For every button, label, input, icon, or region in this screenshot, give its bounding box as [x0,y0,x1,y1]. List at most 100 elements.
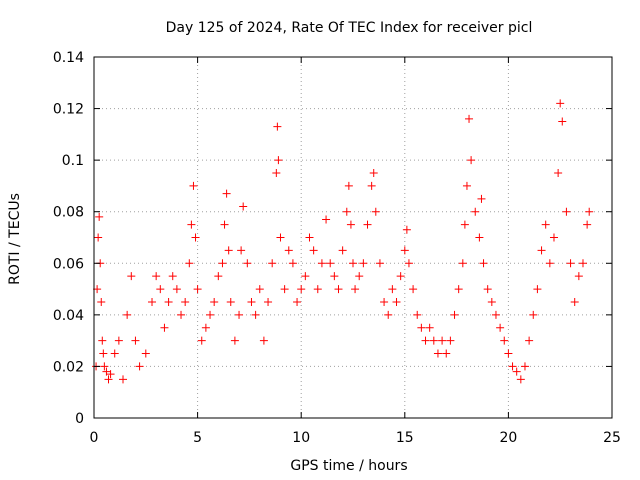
grid-lines [94,57,612,418]
data-point [525,336,534,345]
data-point [578,259,587,268]
data-point [95,212,104,221]
data-point [274,156,283,165]
data-point [222,189,231,198]
data-point [152,272,161,281]
y-tick-label: 0.06 [53,256,84,272]
data-point [135,362,144,371]
data-point [94,233,103,242]
data-point [541,220,550,229]
data-point [508,362,517,371]
data-point [230,336,239,345]
data-point [181,297,190,306]
plot-frame [93,56,613,419]
data-point [187,220,196,229]
data-point [156,285,165,294]
y-tick-label: 0.12 [53,102,84,118]
data-point [529,310,538,319]
data-point [467,156,476,165]
axis-ticks: 0 0.02 0.04 0.06 0.08 0.1 0.12 0.14 0 5 10 15 20 25 [53,50,621,446]
data-point [512,367,521,376]
data-point [388,285,397,294]
y-tick-label: 0.08 [53,205,84,221]
data-point [404,259,413,268]
data-point [259,336,268,345]
y-axis-label: ROTI / TECUs [7,193,23,285]
data-point [349,259,357,268]
data-point [454,285,463,294]
data-point [239,202,248,211]
data-point [214,272,223,281]
data-point [226,297,235,306]
data-point [545,259,554,268]
data-point [189,181,198,190]
data-point [164,297,173,306]
data-point [106,370,115,379]
data-point [429,336,438,345]
data-point [284,246,293,255]
data-point [554,169,563,178]
data-point [220,220,229,229]
data-point [264,297,273,306]
data-point [585,207,594,216]
data-point [237,246,246,255]
data-point [479,259,488,268]
data-point [359,259,368,268]
y-tick-label: 0 [75,411,84,427]
data-point [392,297,401,306]
data-point [330,272,339,281]
data-point [185,259,194,268]
data-point [201,323,210,332]
data-point [326,259,335,268]
data-point [243,259,252,268]
data-point [533,285,542,294]
data-point [402,225,411,234]
data-point [251,310,260,319]
data-point [280,285,289,294]
data-point [297,285,306,294]
data-point [99,349,108,358]
data-point [123,310,132,319]
data-point [141,349,150,358]
x-tick-label: 5 [193,430,202,446]
x-tick-label: 0 [90,430,99,446]
data-point [475,233,484,242]
x-tick-label: 25 [603,430,621,446]
data-point [191,233,200,242]
y-tick-label: 0.04 [53,308,84,324]
data-point [313,285,322,294]
data-point [168,272,177,281]
data-point [288,259,297,268]
data-points [92,99,594,384]
data-point [355,272,364,281]
data-point [438,336,447,345]
y-tick-label: 0.14 [53,50,84,66]
data-point [119,375,128,384]
x-tick-label: 20 [499,430,517,446]
data-point [210,297,219,306]
data-point [483,285,492,294]
data-point [338,246,347,255]
data-point [363,220,372,229]
data-point [413,310,422,319]
x-axis-label: GPS time / hours [290,458,407,474]
data-point [556,99,565,108]
x-tick-label: 15 [396,430,414,446]
data-point [496,323,505,332]
data-point [247,297,256,306]
data-point [421,336,430,345]
data-point [371,207,380,216]
data-point [344,181,353,190]
data-point [305,233,314,242]
data-point [309,246,318,255]
data-point [110,349,119,358]
data-point [417,323,426,332]
data-point [193,285,202,294]
data-point [367,181,376,190]
data-point [293,297,302,306]
data-point [301,272,310,281]
data-point [272,169,281,178]
data-point [114,336,123,345]
data-point [558,117,567,126]
